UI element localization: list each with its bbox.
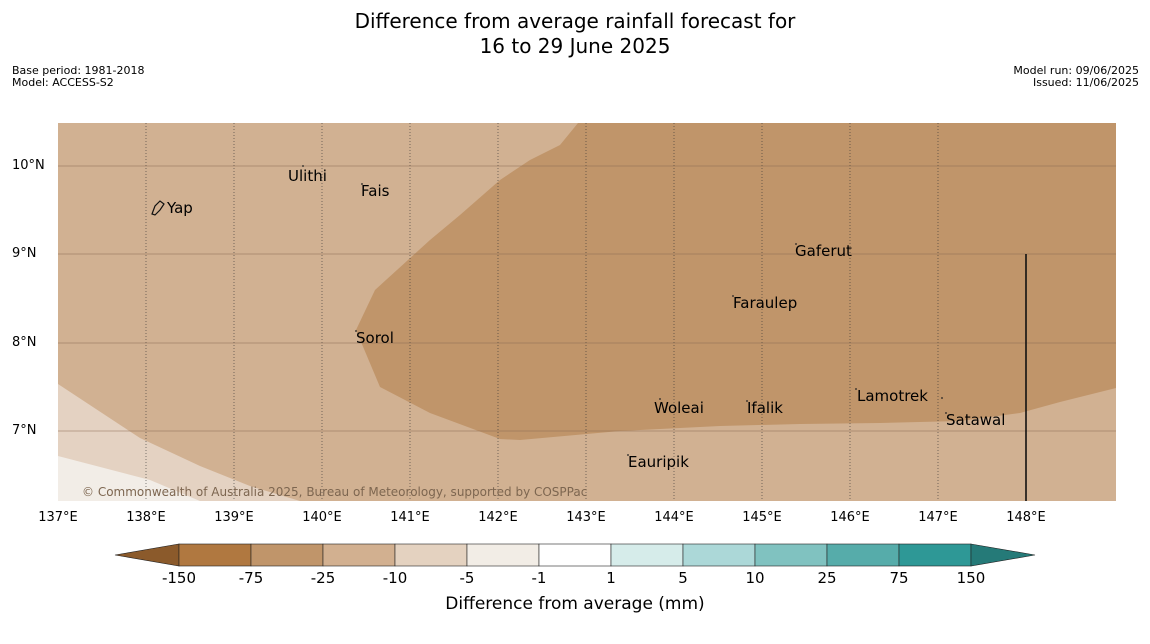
lon-label-144e: 144°E [654,510,694,525]
zone-minus5-area [58,456,200,501]
place-lamotrek: Lamotrek [857,387,928,405]
colorbar-extend-low [114,543,180,567]
meta-info-right: Model run: 09/06/2025 Issued: 11/06/2025 [1013,65,1139,89]
colorbar-tick: -5 [459,569,475,587]
colorbar-extend-high [970,543,1036,567]
chart-title-line1: Difference from average rainfall forecas… [354,9,796,33]
lat-gridlines [58,165,1116,432]
lon-label-145e: 145°E [742,510,782,525]
lat-label-10n: 10°N [12,158,45,173]
colorbar-tick: -75 [238,569,264,587]
colorbar-tick: 150 [956,569,986,587]
colorbar-tick: 1 [606,569,616,587]
lon-label-139e: 139°E [214,510,254,525]
place-ifalik: Ifalik [747,399,783,417]
lon-gridlines [145,123,939,501]
place-yap: Yap [166,199,193,217]
zone-minus75-area [356,123,1116,440]
colorbar-swatch-11 [898,543,972,567]
lon-label-137e: 137°E [38,510,78,525]
place-gaferut: Gaferut [795,242,852,260]
colorbar-swatch-6 [538,543,612,567]
colorbar-tick: 25 [817,569,837,587]
colorbar-tick: -1 [531,569,547,587]
lon-label-140e: 140°E [302,510,342,525]
colorbar-tick: -10 [382,569,408,587]
base-period-text: Base period: 1981-2018 [12,64,145,77]
colorbar-swatch-2 [250,543,324,567]
lat-label-8n: 8°N [12,335,37,350]
colorbar-swatch-7 [610,543,684,567]
island-dots [302,165,947,456]
lon-label-147e: 147°E [918,510,958,525]
colorbar-swatch-3 [322,543,396,567]
colorbar-swatch-4 [394,543,468,567]
lon-label-138e: 138°E [126,510,166,525]
yap-island-outline [151,200,165,216]
colorbar-tick: 10 [745,569,765,587]
copyright-text: © Commonwealth of Australia 2025, Bureau… [82,485,587,499]
model-text: Model: ACCESS-S2 [12,76,114,89]
place-ulithi: Ulithi [288,167,327,185]
place-faraulep: Faraulep [733,294,797,312]
zone-minus10-area [58,384,300,501]
lon-label-141e: 141°E [390,510,430,525]
chart-title-line2: 16 to 29 June 2025 [479,34,671,58]
lon-label-143e: 143°E [566,510,606,525]
colorbar-tick: 5 [678,569,688,587]
lon-label-146e: 146°E [830,510,870,525]
colorbar-label: Difference from average (mm) [445,594,705,614]
meta-info-left: Base period: 1981-2018 Model: ACCESS-S2 [12,65,144,89]
lon-label-142e: 142°E [478,510,518,525]
place-fais: Fais [361,182,390,200]
lat-label-7n: 7°N [12,423,37,438]
place-eauripik: Eauripik [628,453,689,471]
issued-text: Issued: 11/06/2025 [1032,76,1139,89]
colorbar-swatch-5 [466,543,540,567]
place-woleai: Woleai [654,399,704,417]
colorbar-swatch-8 [682,543,756,567]
place-sorol: Sorol [356,329,394,347]
colorbar-tick: -25 [310,569,336,587]
colorbar-swatch-1 [178,543,252,567]
colorbar-tick: 75 [889,569,909,587]
lat-label-9n: 9°N [12,246,37,261]
colorbar-swatch-9 [754,543,828,567]
model-run-text: Model run: 09/06/2025 [1013,64,1139,77]
colorbar-tick: -150 [161,569,197,587]
colorbar-swatch-10 [826,543,900,567]
lon-label-148e: 148°E [1006,510,1046,525]
place-satawal: Satawal [946,411,1005,429]
